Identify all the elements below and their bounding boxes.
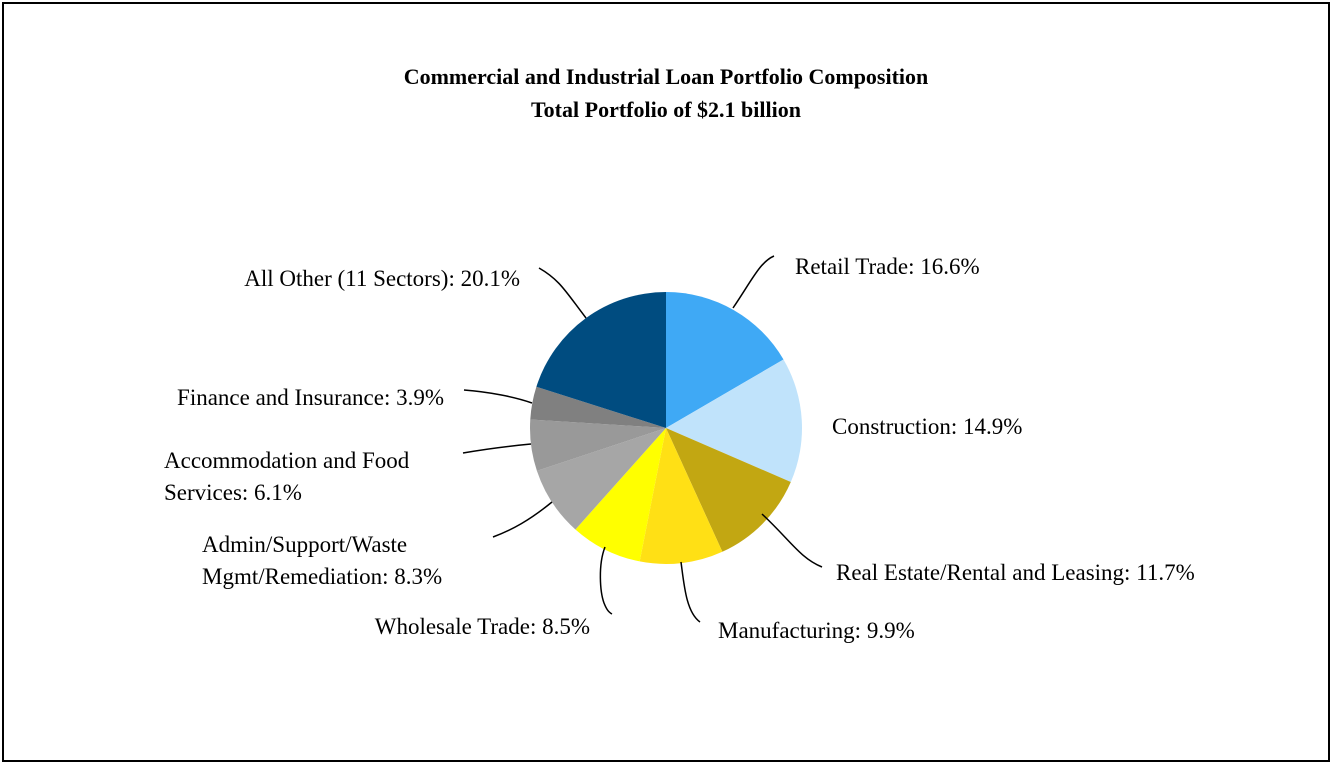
slice-label-line: Wholesale Trade: 8.5% — [375, 614, 590, 639]
leader-line-4 — [599, 546, 613, 615]
slice-labels: Retail Trade: 16.6% Construction: 14.9% Re… — [164, 254, 1195, 643]
slice-label-line: Construction: 14.9% — [832, 414, 1022, 439]
slice-label-line: Services: 6.1% — [164, 480, 302, 505]
pie-slice-8 — [536, 292, 666, 428]
slice-label-6: Accommodation and Food Services: 6.1% — [164, 448, 410, 505]
slice-label-8: All Other (11 Sectors): 20.1% — [244, 266, 520, 291]
pie-slice-7 — [530, 386, 666, 428]
slice-label-line: All Other (11 Sectors): 20.1% — [244, 266, 520, 291]
leader-line-6 — [462, 443, 532, 454]
leader-line-5 — [492, 501, 553, 538]
slice-label-1: Construction: 14.9% — [832, 414, 1022, 439]
slice-label-4: Wholesale Trade: 8.5% — [375, 614, 590, 639]
pie-slice-6 — [530, 419, 666, 471]
leader-line-8 — [538, 267, 587, 319]
pie-slice-2 — [666, 428, 791, 552]
slice-label-3: Manufacturing: 9.9% — [718, 618, 915, 643]
slice-label-0: Retail Trade: 16.6% — [795, 254, 980, 279]
leader-line-0 — [732, 255, 775, 309]
slice-label-2: Real Estate/Rental and Leasing: 11.7% — [836, 560, 1195, 585]
pie-slices — [530, 292, 802, 565]
slice-label-line: Accommodation and Food — [164, 448, 410, 473]
leader-line-7 — [463, 389, 533, 404]
slice-label-line: Admin/Support/Waste — [202, 532, 407, 557]
slice-label-line: Retail Trade: 16.6% — [795, 254, 980, 279]
pie-slice-4 — [575, 428, 666, 562]
pie-slice-0 — [666, 292, 784, 428]
slice-label-line: Real Estate/Rental and Leasing: 11.7% — [836, 560, 1195, 585]
slice-label-line: Finance and Insurance: 3.9% — [177, 385, 444, 410]
slice-label-5: Admin/Support/Waste Mgmt/Remediation: 8.3… — [202, 532, 442, 589]
chart-title: Commercial and Industrial Loan Portfolio… — [403, 64, 929, 89]
leader-line-2 — [761, 513, 823, 568]
chart-subtitle: Total Portfolio of $2.1 billion — [531, 97, 801, 122]
slice-label-line: Manufacturing: 9.9% — [718, 618, 915, 643]
pie-slice-1 — [666, 359, 802, 483]
pie-slice-5 — [536, 428, 666, 530]
slice-label-7: Finance and Insurance: 3.9% — [177, 385, 444, 410]
leader-line-3 — [680, 561, 701, 623]
pie-slice-3 — [639, 428, 723, 565]
leader-lines — [462, 255, 823, 623]
slice-label-line: Mgmt/Remediation: 8.3% — [202, 564, 442, 589]
chart-title-block: Commercial and Industrial Loan Portfolio… — [0, 60, 1332, 126]
